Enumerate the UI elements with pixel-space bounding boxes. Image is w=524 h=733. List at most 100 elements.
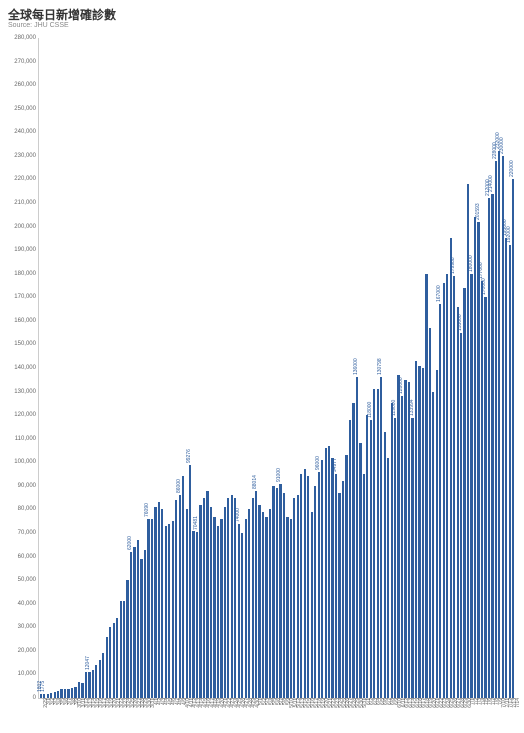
bar bbox=[491, 194, 493, 698]
bar-value-label: 96000 bbox=[315, 456, 321, 470]
bar bbox=[495, 161, 497, 698]
bar-value-label: 62000 bbox=[127, 536, 133, 550]
bar-value-label: 119000 bbox=[391, 399, 397, 415]
y-tick-label: 220,000 bbox=[14, 176, 39, 182]
bar bbox=[335, 474, 337, 698]
bar bbox=[370, 420, 372, 698]
bar bbox=[147, 519, 149, 698]
bar bbox=[106, 637, 108, 698]
bar bbox=[450, 238, 452, 698]
bar-value-label: 192000 bbox=[506, 227, 512, 244]
bar bbox=[175, 500, 177, 698]
bar bbox=[474, 217, 476, 698]
bar bbox=[99, 660, 101, 698]
bar bbox=[172, 521, 174, 698]
bar bbox=[85, 672, 87, 698]
chart-container: 全球每日新增確診數 Source: JHU CSSE 010,00020,000… bbox=[0, 0, 524, 733]
bar bbox=[460, 333, 462, 698]
bar bbox=[356, 377, 358, 698]
bar bbox=[432, 392, 434, 698]
bar bbox=[133, 547, 135, 698]
y-tick-label: 140,000 bbox=[14, 365, 39, 371]
bar bbox=[463, 288, 465, 698]
bar bbox=[67, 689, 69, 698]
bar bbox=[318, 472, 320, 698]
y-tick-label: 260,000 bbox=[14, 82, 39, 88]
bar bbox=[425, 274, 427, 698]
bar bbox=[342, 481, 344, 698]
bar-value-label: 220000 bbox=[509, 161, 515, 178]
bar bbox=[158, 502, 160, 698]
bar bbox=[314, 486, 316, 698]
bar bbox=[192, 531, 194, 698]
bar bbox=[154, 507, 156, 698]
bar bbox=[120, 601, 122, 698]
bar bbox=[116, 618, 118, 698]
bar bbox=[109, 627, 111, 698]
bar bbox=[394, 418, 396, 699]
bar bbox=[488, 198, 490, 698]
bar bbox=[241, 533, 243, 698]
bar-value-label: 86000 bbox=[176, 479, 182, 493]
bar bbox=[380, 377, 382, 698]
bar bbox=[88, 672, 90, 698]
bar-value-label: 70481 bbox=[193, 516, 199, 530]
bar bbox=[397, 375, 399, 698]
bar bbox=[95, 665, 97, 698]
bar bbox=[248, 509, 250, 698]
y-tick-label: 210,000 bbox=[14, 200, 39, 206]
bar bbox=[331, 458, 333, 698]
y-tick-label: 130,000 bbox=[14, 389, 39, 395]
bar bbox=[502, 156, 504, 698]
bar bbox=[470, 274, 472, 698]
bar bbox=[224, 507, 226, 698]
y-tick-label: 0 bbox=[33, 695, 39, 701]
y-tick-label: 50,000 bbox=[18, 577, 39, 583]
bar-value-label: 91000 bbox=[276, 468, 282, 482]
bar bbox=[307, 476, 309, 698]
bar-value-label: 155000 bbox=[457, 314, 463, 331]
bar-value-label: 76090 bbox=[144, 503, 150, 517]
chart-title: 全球每日新增確診數 bbox=[8, 6, 116, 23]
bar bbox=[349, 420, 351, 698]
bar-value-label: 214000 bbox=[488, 175, 494, 192]
bar bbox=[203, 498, 205, 698]
bar bbox=[165, 526, 167, 698]
y-tick-label: 240,000 bbox=[14, 129, 39, 135]
bar bbox=[186, 509, 188, 698]
bar bbox=[321, 460, 323, 698]
y-tick-label: 190,000 bbox=[14, 247, 39, 253]
bar-value-label: 177000 bbox=[478, 262, 484, 279]
y-tick-label: 60,000 bbox=[18, 554, 39, 560]
bar bbox=[415, 361, 417, 698]
bar-value-label: 179988 bbox=[450, 257, 456, 274]
bar bbox=[220, 519, 222, 698]
bar bbox=[304, 469, 306, 698]
y-tick-label: 250,000 bbox=[14, 106, 39, 112]
bar bbox=[293, 498, 295, 698]
bar bbox=[300, 474, 302, 698]
bar bbox=[168, 524, 170, 698]
y-tick-label: 170,000 bbox=[14, 294, 39, 300]
y-tick-label: 70,000 bbox=[18, 530, 39, 536]
bar-value-label: 128000 bbox=[398, 378, 404, 395]
bar-value-label: 180000 bbox=[468, 255, 474, 272]
bar bbox=[418, 366, 420, 698]
y-tick-label: 160,000 bbox=[14, 318, 39, 324]
bar bbox=[60, 689, 62, 698]
bar bbox=[206, 491, 208, 698]
bar bbox=[130, 552, 132, 698]
bar bbox=[255, 491, 257, 698]
bar bbox=[78, 682, 80, 698]
bar bbox=[391, 403, 393, 698]
bar bbox=[384, 432, 386, 698]
bar bbox=[252, 498, 254, 698]
bar bbox=[443, 283, 445, 698]
bar bbox=[377, 389, 379, 698]
bar bbox=[429, 328, 431, 698]
bar bbox=[446, 274, 448, 698]
bar bbox=[408, 382, 410, 698]
bar-value-label: 130798 bbox=[377, 359, 383, 376]
y-tick-label: 80,000 bbox=[18, 506, 39, 512]
bar bbox=[199, 505, 201, 698]
